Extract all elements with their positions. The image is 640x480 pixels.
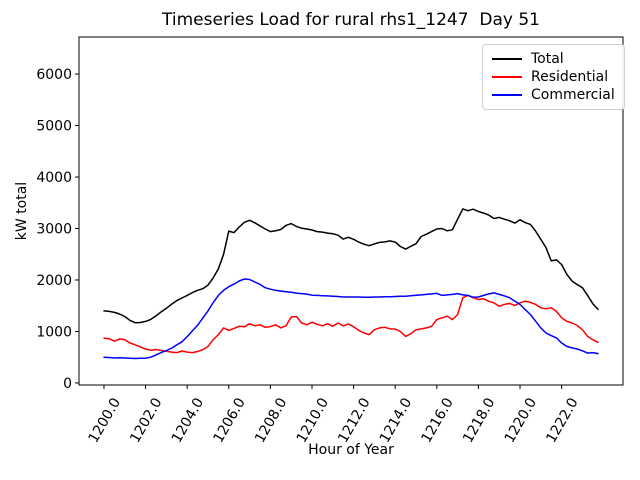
y-tick-label: 6000 <box>36 67 72 83</box>
x-tick-label: 1212.0 <box>335 395 373 445</box>
x-tick-label: 1200.0 <box>86 395 124 445</box>
x-tick-label: 1214.0 <box>377 395 415 445</box>
y-tick-label: 1000 <box>36 324 72 340</box>
y-tick-label: 3000 <box>36 222 72 238</box>
x-tick-label: 1222.0 <box>543 395 581 445</box>
axes-frame <box>78 36 624 386</box>
x-tick-label: 1202.0 <box>127 395 165 445</box>
x-tick-label: 1206.0 <box>210 395 248 445</box>
legend-line-sample <box>492 94 522 96</box>
y-tick-label: 5000 <box>36 119 72 135</box>
legend-entry-total: Total <box>492 50 615 68</box>
x-tick-label: 1208.0 <box>252 395 290 445</box>
chart-title: Timeseries Load for rural rhs1_1247 Day … <box>162 10 540 30</box>
y-tick-label: 4000 <box>36 170 72 186</box>
series-line-residential <box>103 294 599 354</box>
legend-entry-label: Total <box>531 51 564 67</box>
x-tick-label: 1210.0 <box>294 395 332 445</box>
series-line-commercial <box>103 278 599 360</box>
legend-line-sample <box>492 58 522 60</box>
y-tick-label: 0 <box>63 376 72 392</box>
x-axis-label: Hour of Year <box>308 442 394 458</box>
legend-entry-commercial: Commercial <box>492 86 615 104</box>
legend-entry-label: Residential <box>531 69 609 85</box>
x-tick-label: 1204.0 <box>169 395 207 445</box>
x-tick-label: 1216.0 <box>419 395 457 445</box>
legend-entry-residential: Residential <box>492 68 615 86</box>
legend: Total Residential Commercial <box>482 44 625 110</box>
legend-line-sample <box>492 76 522 78</box>
x-tick-label: 1218.0 <box>460 395 498 445</box>
y-tick-label: 2000 <box>36 273 72 289</box>
series-line-total <box>103 208 599 324</box>
x-tick-label: 1220.0 <box>502 395 540 445</box>
y-axis-label: kW total <box>14 181 30 241</box>
legend-entry-label: Commercial <box>531 87 615 103</box>
